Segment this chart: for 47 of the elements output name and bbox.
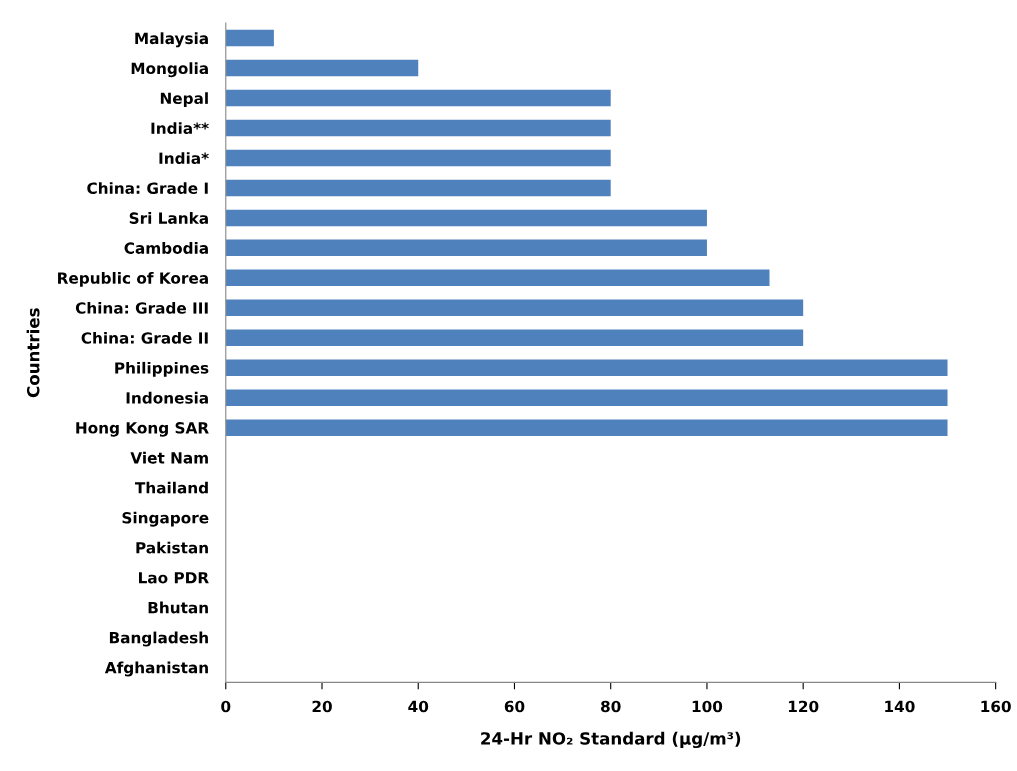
y-tick-label: Malaysia: [135, 32, 208, 48]
y-tick-label: Sri Lanka: [129, 212, 208, 224]
bar: [225, 329, 804, 346]
bar: [225, 119, 611, 137]
y-tick-label: Pakistan: [136, 541, 208, 554]
y-tick-label: Singapore: [122, 511, 209, 527]
bar: [225, 419, 948, 436]
bar: [225, 149, 611, 167]
y-tick-label: China: Grade I: [87, 182, 208, 194]
bar: [225, 299, 804, 317]
y-tick-label: Mongolia: [131, 62, 208, 78]
bar: [225, 29, 274, 47]
bar: [225, 209, 707, 227]
x-tick-label: 60: [504, 700, 525, 713]
y-tick-label: Cambodia: [124, 242, 208, 254]
x-axis-title: 24-Hr NO₂ Standard (µg/m³): [481, 731, 741, 749]
y-tick-label: Republic of Korea: [58, 272, 208, 287]
bar: [225, 179, 611, 197]
x-tick-label: 160: [981, 700, 1011, 713]
y-tick-label: Afghanistan: [104, 661, 208, 677]
y-tick-label: Indonesia: [126, 391, 208, 404]
bar: [225, 359, 948, 376]
x-tick-label: 20: [312, 700, 332, 713]
y-tick-label: Viet Nam: [130, 451, 208, 464]
x-tick-label: 100: [692, 700, 723, 713]
x-tick-label: 80: [601, 700, 621, 713]
y-tick-label: Hong Kong SAR: [76, 422, 209, 437]
bar: [225, 269, 770, 287]
x-tick-label: 40: [408, 700, 429, 713]
bar: [225, 89, 611, 107]
y-tick-label: Bangladesh: [109, 631, 208, 647]
y-tick-label: Bhutan: [148, 601, 208, 614]
y-tick-label: India*: [159, 152, 209, 164]
bar: [225, 239, 707, 257]
y-tick-label: Philippines: [115, 361, 209, 377]
y-tick-label: Lao PDR: [139, 572, 209, 584]
x-tick-label: 120: [788, 700, 819, 713]
x-tick-label: 140: [885, 700, 915, 713]
y-axis-title: Countries: [26, 308, 40, 398]
y-tick-label: China: Grade III: [75, 301, 208, 314]
y-tick-label: Thailand: [134, 481, 208, 494]
y-tick-label: India**: [151, 122, 209, 135]
y-tick-label: Nepal: [160, 92, 208, 108]
x-tick-label: 0: [221, 700, 231, 713]
bar: [225, 59, 419, 77]
y-tick-label: China: Grade II: [81, 331, 208, 344]
bar: [225, 389, 948, 406]
